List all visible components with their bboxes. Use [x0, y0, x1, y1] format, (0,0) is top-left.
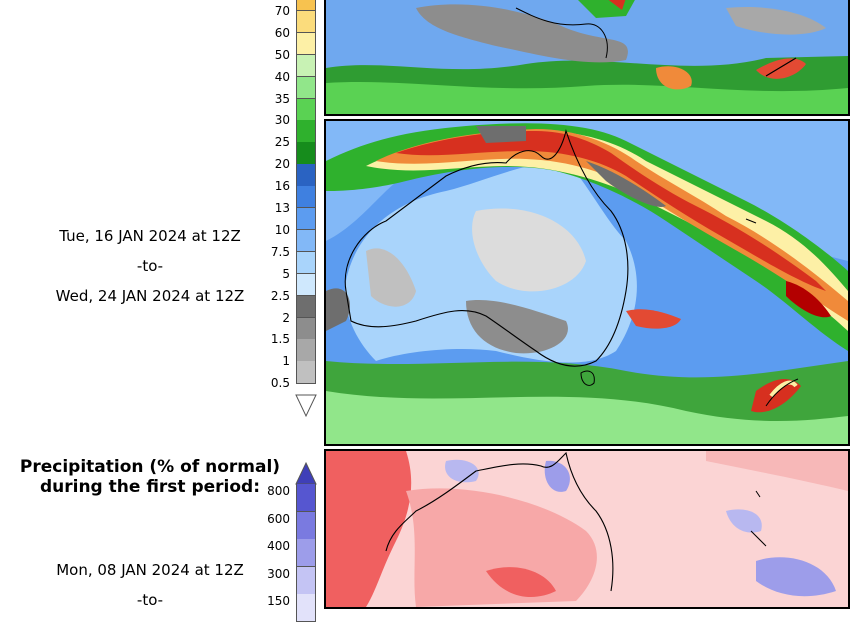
anomaly-title-line2: during the first period:	[39, 477, 261, 497]
colorbar-label: 30	[274, 113, 290, 128]
colorbar-cell	[296, 594, 316, 622]
precip-map-previous	[324, 0, 850, 116]
colorbar-label: 800	[267, 484, 290, 498]
colorbar-cell	[296, 484, 316, 512]
colorbar-cell	[296, 0, 316, 12]
colorbar-label: 50	[274, 47, 290, 62]
precip-anomaly-map	[324, 449, 850, 609]
colorbar-cell	[296, 142, 316, 165]
colorbar-label: 7.5	[270, 244, 290, 259]
colorbar-cell	[296, 273, 316, 297]
precip-map-previous-image	[326, 0, 848, 114]
colorbar-label: 1.5	[270, 332, 290, 347]
precip-forecast-map-image	[326, 121, 848, 444]
colorbar-label: 400	[267, 539, 290, 553]
colorbar-label: 20	[274, 157, 290, 172]
colorbar-cell	[296, 511, 316, 540]
colorbar-cell	[296, 339, 316, 362]
colorbar-end-triangle	[295, 394, 317, 418]
colorbar-label: 60	[274, 25, 290, 40]
colorbar-label: 300	[267, 566, 290, 581]
colorbar-cell	[296, 164, 316, 187]
colorbar-cell	[296, 539, 316, 567]
colorbar-cell	[296, 295, 316, 318]
colorbar-label: 1	[282, 354, 290, 369]
colorbar-label: 5	[282, 266, 290, 281]
colorbar-label: 10	[274, 222, 290, 237]
precip-anomaly-map-image	[326, 451, 848, 607]
colorbar-label: 25	[274, 135, 290, 150]
colorbar-cell	[296, 10, 316, 34]
colorbar-label: 40	[274, 69, 290, 84]
colorbar-cell	[296, 251, 316, 275]
colorbar-label: 0.5	[270, 376, 290, 391]
colorbar-label: 35	[274, 91, 290, 106]
colorbar-label: 2	[282, 310, 290, 325]
colorbar-cell	[296, 317, 316, 340]
colorbar-cell	[296, 361, 316, 384]
colorbar-label: 13	[274, 201, 290, 215]
colorbar-cell	[296, 566, 316, 595]
colorbar-cell	[296, 208, 316, 231]
colorbar-top-triangle	[295, 461, 317, 485]
colorbar-label: 150	[267, 594, 290, 608]
colorbar-label: 70	[274, 3, 290, 18]
anomaly-title-line1: Precipitation (% of normal)	[19, 457, 281, 477]
colorbar-cell	[296, 32, 316, 56]
period-end-date: Wed, 24 JAN 2024 at 12Z	[55, 287, 245, 305]
colorbar-label: 16	[274, 179, 290, 194]
colorbar-cell	[296, 54, 316, 78]
colorbar-cell	[296, 120, 316, 143]
period-separator: -to-	[136, 257, 164, 275]
colorbar-label: 600	[267, 511, 290, 526]
colorbar-cell	[296, 98, 316, 121]
period-start-date: Tue, 16 JAN 2024 at 12Z	[59, 227, 241, 245]
colorbar-label: 2.5	[270, 288, 290, 303]
colorbar-cell	[296, 76, 316, 99]
colorbar-cell	[296, 186, 316, 209]
precip-forecast-map	[324, 119, 850, 446]
anomaly-period-start: Mon, 08 JAN 2024 at 12Z	[56, 561, 244, 579]
colorbar-cell	[296, 229, 316, 253]
